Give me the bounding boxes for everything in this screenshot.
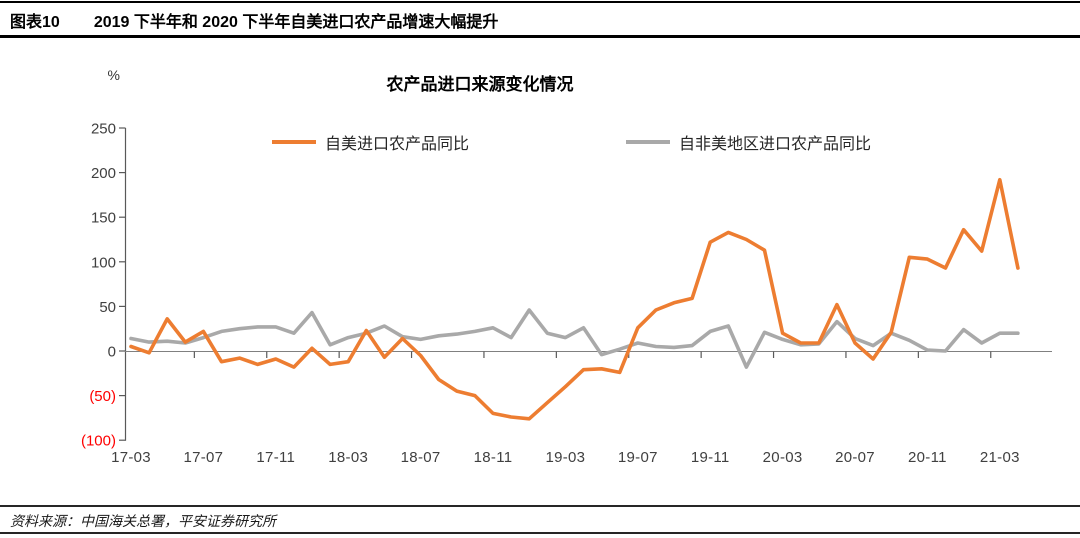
x-axis-tick-label: 19-07 <box>618 449 658 466</box>
y-axis-tick-label: 200 <box>91 165 116 182</box>
y-axis-tick-label: 0 <box>108 344 116 361</box>
legend-label-us: 自美进口农产品同比 <box>325 136 470 153</box>
x-axis-tick-label: 19-03 <box>545 449 585 466</box>
x-axis-tick-label: 20-11 <box>908 449 947 466</box>
legend-label-nonus: 自非美地区进口农产品同比 <box>679 136 872 153</box>
footer-bottom-rule <box>0 532 1080 534</box>
y-axis-tick-label: 250 <box>91 121 116 138</box>
chart-plot-area: 250 200 150 100 50 0 (50) (100)17-03 17-07 17-11 1… <box>81 121 1052 466</box>
x-axis-tick-label: 17-03 <box>111 449 151 466</box>
x-axis-tick-label: 20-03 <box>763 449 803 466</box>
top-rule <box>0 1 1080 3</box>
x-axis-tick-label: 18-11 <box>474 449 513 466</box>
y-axis-tick-label: 150 <box>91 210 116 227</box>
x-axis-tick-label: 21-03 <box>980 449 1020 466</box>
y-axis-tick-label: (50) <box>89 388 116 405</box>
y-axis-tick-label: 100 <box>91 254 116 271</box>
x-axis-tick-label: 17-07 <box>183 449 223 466</box>
x-axis-tick-label: 18-03 <box>328 449 368 466</box>
series-line-us-imports <box>129 177 1020 421</box>
series-line-nonus-imports <box>129 308 1020 369</box>
x-axis-tick-label: 19-11 <box>691 449 730 466</box>
figure-title: 2019 下半年和 2020 下半年自美进口农产品增速大幅提升 <box>93 14 499 31</box>
legend-item-nonus: 自非美地区进口农产品同比 <box>626 130 871 154</box>
x-axis-tick-label: 18-07 <box>401 449 441 466</box>
x-axis-tick-label: 17-11 <box>256 449 295 466</box>
header-divider <box>0 35 1080 38</box>
figure-header: 图表10 2019 下半年和 2020 下半年自美进口农产品增速大幅提升 <box>10 8 1070 32</box>
figure-tag: 图表10 <box>10 14 60 31</box>
y-axis-unit-label: % <box>107 67 120 83</box>
chart-title: 农产品进口来源变化情况 <box>386 75 574 94</box>
y-axis-tick-label: (100) <box>81 433 116 450</box>
x-axis-tick-label: 20-07 <box>835 449 875 466</box>
y-axis-tick-label: 50 <box>99 299 116 316</box>
source-note: 资料来源：中国海关总署，平安证券研究所 <box>10 513 276 529</box>
legend-line-swatch-nonus <box>626 140 670 144</box>
legend-line-swatch-us <box>272 140 316 144</box>
legend-item-us: 自美进口农产品同比 <box>272 130 469 154</box>
footer-top-rule <box>0 505 1080 507</box>
